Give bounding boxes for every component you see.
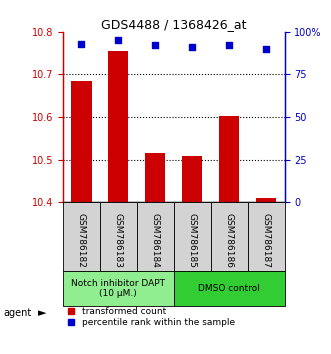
- Point: [79, 41, 84, 47]
- Text: Notch inhibitor DAPT
(10 μM.): Notch inhibitor DAPT (10 μM.): [71, 279, 165, 298]
- Point: [116, 38, 121, 43]
- Bar: [174, 272, 285, 306]
- Text: agent: agent: [3, 308, 31, 318]
- Bar: [137, 202, 174, 272]
- Bar: [211, 202, 248, 272]
- Text: GSM786182: GSM786182: [77, 213, 86, 268]
- Bar: [219, 116, 239, 202]
- Text: GSM786183: GSM786183: [114, 213, 123, 268]
- Bar: [63, 202, 100, 272]
- Bar: [145, 153, 166, 202]
- Point: [190, 44, 195, 50]
- Text: ►: ►: [38, 308, 47, 318]
- Text: GSM786187: GSM786187: [262, 213, 271, 268]
- Bar: [108, 51, 128, 202]
- Bar: [71, 81, 92, 202]
- Point: [263, 46, 269, 52]
- Point: [226, 43, 232, 48]
- Bar: [100, 202, 137, 272]
- Text: DMSO control: DMSO control: [198, 284, 260, 293]
- Point: [153, 43, 158, 48]
- Bar: [256, 198, 276, 202]
- Bar: [248, 202, 285, 272]
- Bar: [63, 272, 174, 306]
- Bar: [174, 202, 211, 272]
- Text: GSM786186: GSM786186: [225, 213, 234, 268]
- Legend: transformed count, percentile rank within the sample: transformed count, percentile rank withi…: [68, 307, 235, 327]
- Text: GSM786184: GSM786184: [151, 213, 160, 268]
- Title: GDS4488 / 1368426_at: GDS4488 / 1368426_at: [101, 18, 247, 31]
- Bar: [182, 156, 203, 202]
- Text: GSM786185: GSM786185: [188, 213, 197, 268]
